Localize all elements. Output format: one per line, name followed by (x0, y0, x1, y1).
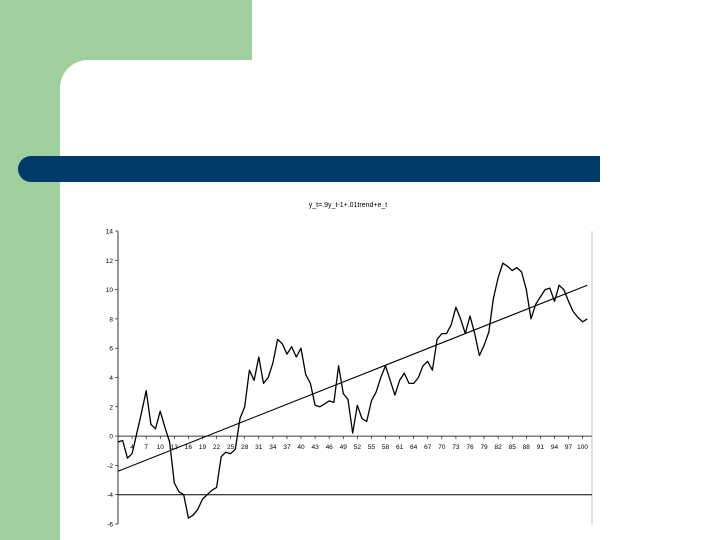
y-tick-label: 6 (109, 346, 113, 353)
y-tick-label: 14 (106, 229, 114, 236)
series-layer (117, 262, 588, 519)
x-tick-label: 7 (144, 444, 148, 451)
x-tick-label: 79 (480, 444, 488, 451)
x-tick-label: 82 (495, 444, 503, 451)
y-tick-label: 10 (106, 287, 114, 294)
trend-line (117, 284, 588, 472)
y-tick-label: -4 (107, 492, 113, 499)
x-tick-label: 13 (171, 444, 179, 451)
x-tick-label: 55 (368, 444, 376, 451)
x-tick-label: 73 (452, 444, 460, 451)
x-tick-label: 97 (565, 444, 573, 451)
y-axis: 14 12 10 8 6 4 2 0 -2 -4 -6 (106, 229, 118, 529)
x-tick-label: 46 (326, 444, 334, 451)
title-bar (18, 156, 600, 182)
x-tick-label: 52 (354, 444, 362, 451)
x-tick-label: 76 (466, 444, 474, 451)
series-line (117, 262, 588, 519)
content-panel (60, 60, 720, 540)
y-tick-label: 2 (109, 404, 113, 411)
x-tick-label: 25 (227, 444, 235, 451)
x-tick-label: 31 (255, 444, 263, 451)
x-tick-label: 88 (523, 444, 531, 451)
x-tick-label: 43 (311, 444, 319, 451)
x-tick-label: 49 (340, 444, 348, 451)
y-tick-label: 8 (109, 316, 113, 323)
x-tick-label: 100 (577, 444, 588, 451)
x-axis: 4 7 10 13 16 19 22 25 28 31 34 37 40 43 46 49 52 55 58 61 64… (130, 436, 588, 451)
x-tick-label: 37 (283, 444, 291, 451)
y-tick-label: 4 (109, 375, 113, 382)
y-tick-label: -6 (107, 522, 113, 529)
x-tick-label: 22 (213, 444, 221, 451)
x-tick-label: 34 (269, 444, 277, 451)
x-tick-label: 64 (410, 444, 418, 451)
y-tick-label: -2 (107, 463, 113, 470)
x-tick-label: 58 (382, 444, 390, 451)
x-tick-label: 70 (438, 444, 446, 451)
x-tick-label: 91 (537, 444, 545, 451)
chart-title: y_t=.9y_t-1+.01trend+e_t (309, 202, 387, 209)
x-tick-label: 28 (241, 444, 249, 451)
x-tick-label: 67 (424, 444, 432, 451)
x-tick-label: 19 (199, 444, 207, 451)
x-tick-label: 94 (551, 444, 559, 451)
x-tick-label: 85 (509, 444, 517, 451)
x-tick-label: 61 (396, 444, 404, 451)
y-tick-label: 12 (106, 258, 114, 265)
x-tick-label: 4 (130, 444, 134, 451)
y-tick-label: 0 (109, 434, 113, 441)
x-tick-label: 40 (297, 444, 305, 451)
plot-frame (117, 231, 593, 524)
x-tick-label: 16 (185, 444, 193, 451)
x-tick-label: 10 (157, 444, 165, 451)
